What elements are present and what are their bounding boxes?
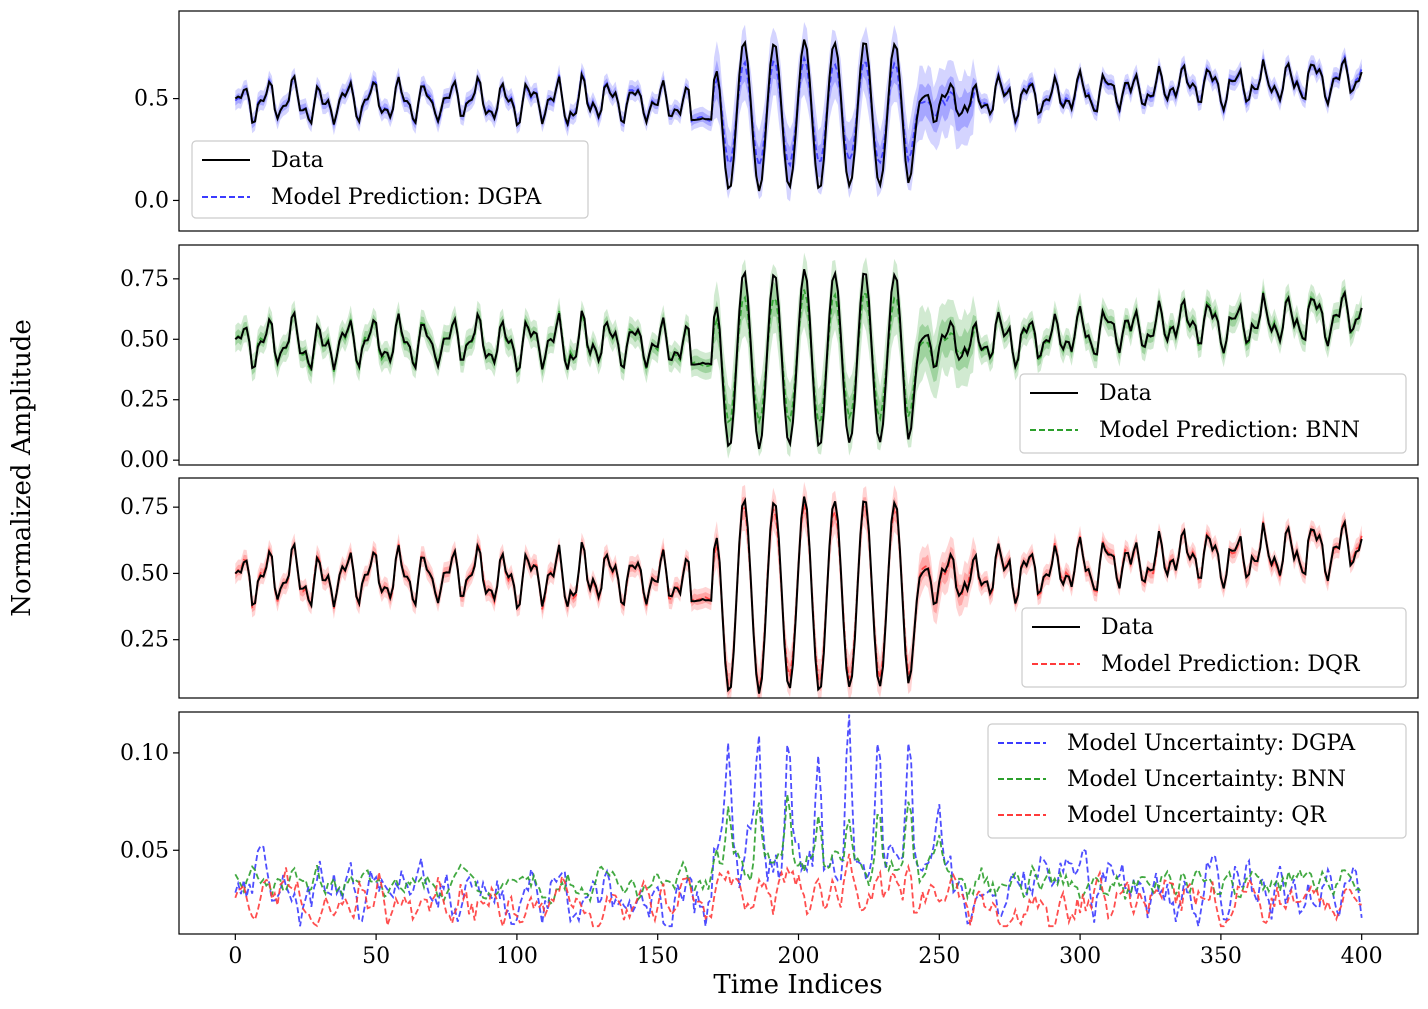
band-outer-dgpa <box>235 22 1362 202</box>
series-dgpa-data <box>234 39 1363 192</box>
plot-area-bnn <box>234 252 1363 459</box>
x-tick-label: 200 <box>778 944 820 969</box>
y-tick-label-dqr: 0.50 <box>120 561 169 586</box>
series-uncertainty-2 <box>234 853 1362 930</box>
y-tick-label-bnn: 0.00 <box>120 448 169 473</box>
x-axis-label: Time Indices <box>713 970 882 1000</box>
plot-area-dqr <box>234 481 1363 698</box>
axes-frame-dgpa <box>178 10 1419 232</box>
legend-box-bnn <box>1019 373 1407 454</box>
legend-box-dqr <box>1021 607 1407 688</box>
x-tick-label: 250 <box>918 944 960 969</box>
legend-label-bnn-0: Data <box>1099 381 1152 406</box>
series-dqr-data <box>234 496 1363 694</box>
legend-label-uncertainty-0: Model Uncertainty: DGPA <box>1067 731 1356 756</box>
x-tick-label: 400 <box>1341 944 1383 969</box>
panel-uncertainty: 0.05 0.10 0 50 100 150 200 250 300 350 400 Model Un… <box>120 711 1419 969</box>
y-tick-label-bnn: 0.25 <box>120 388 169 413</box>
x-tick-label: 50 <box>362 944 390 969</box>
legend-label-dgpa-0: Data <box>271 148 324 173</box>
axes-frame-bnn <box>178 244 1419 466</box>
panel-bnn: 0.00 0.25 0.50 0.75 Data Model Prediction: BN… <box>120 244 1419 473</box>
y-tick-label-uncertainty: 0.05 <box>120 838 169 863</box>
y-tick-label-uncertainty: 0.10 <box>120 741 169 766</box>
axes-frame-dqr <box>178 477 1419 699</box>
y-tick-label-dgpa: 0.5 <box>134 87 169 112</box>
plot-area-uncertainty <box>234 714 1363 930</box>
legend-dgpa: Data Model Prediction: DGPA <box>191 140 589 219</box>
legend-label-uncertainty-1: Model Uncertainty: BNN <box>1067 767 1346 792</box>
x-tick-label: 350 <box>1200 944 1242 969</box>
legend-bnn: Data Model Prediction: BNN <box>1019 373 1407 454</box>
x-tick-label: 100 <box>496 944 538 969</box>
panel-dgpa: 0.0 0.5 Data Model Prediction: DGPA <box>134 10 1419 232</box>
panels: 0.0 0.5 Data Model Prediction: DGPA 0.00 0.25… <box>120 10 1419 969</box>
legend-box-dgpa <box>191 140 589 219</box>
band-outer-bnn <box>235 252 1362 459</box>
legend-label-dgpa-1: Model Prediction: DGPA <box>271 185 542 210</box>
y-tick-label-bnn: 0.50 <box>120 327 169 352</box>
y-tick-label-dqr: 0.75 <box>120 495 169 520</box>
legend-label-bnn-1: Model Prediction: BNN <box>1099 418 1360 443</box>
plot-area-dgpa <box>234 22 1363 202</box>
x-tick-label: 300 <box>1059 944 1101 969</box>
y-tick-label-dgpa: 0.0 <box>134 188 169 213</box>
series-uncertainty-0 <box>234 714 1363 928</box>
band-outer-dqr <box>235 481 1362 698</box>
legend-uncertainty: Model Uncertainty: DGPA Model Uncertainty… <box>987 723 1407 839</box>
y-axis-label: Normalized Amplitude <box>7 319 37 617</box>
legend-dqr: Data Model Prediction: DQR <box>1021 607 1407 688</box>
legend-label-dqr-0: Data <box>1101 615 1154 640</box>
panel-dqr: 0.25 0.50 0.75 Data Model Prediction: DQR <box>120 477 1419 699</box>
legend-box-uncertainty <box>987 723 1407 839</box>
y-tick-label-dqr: 0.25 <box>120 628 169 653</box>
legend-label-uncertainty-2: Model Uncertainty: QR <box>1067 803 1327 828</box>
y-tick-label-bnn: 0.75 <box>120 267 169 292</box>
x-tick-label: 150 <box>637 944 679 969</box>
legend-label-dqr-1: Model Prediction: DQR <box>1101 652 1361 677</box>
x-tick-label: 0 <box>228 944 242 969</box>
series-bnn-data <box>234 269 1363 450</box>
